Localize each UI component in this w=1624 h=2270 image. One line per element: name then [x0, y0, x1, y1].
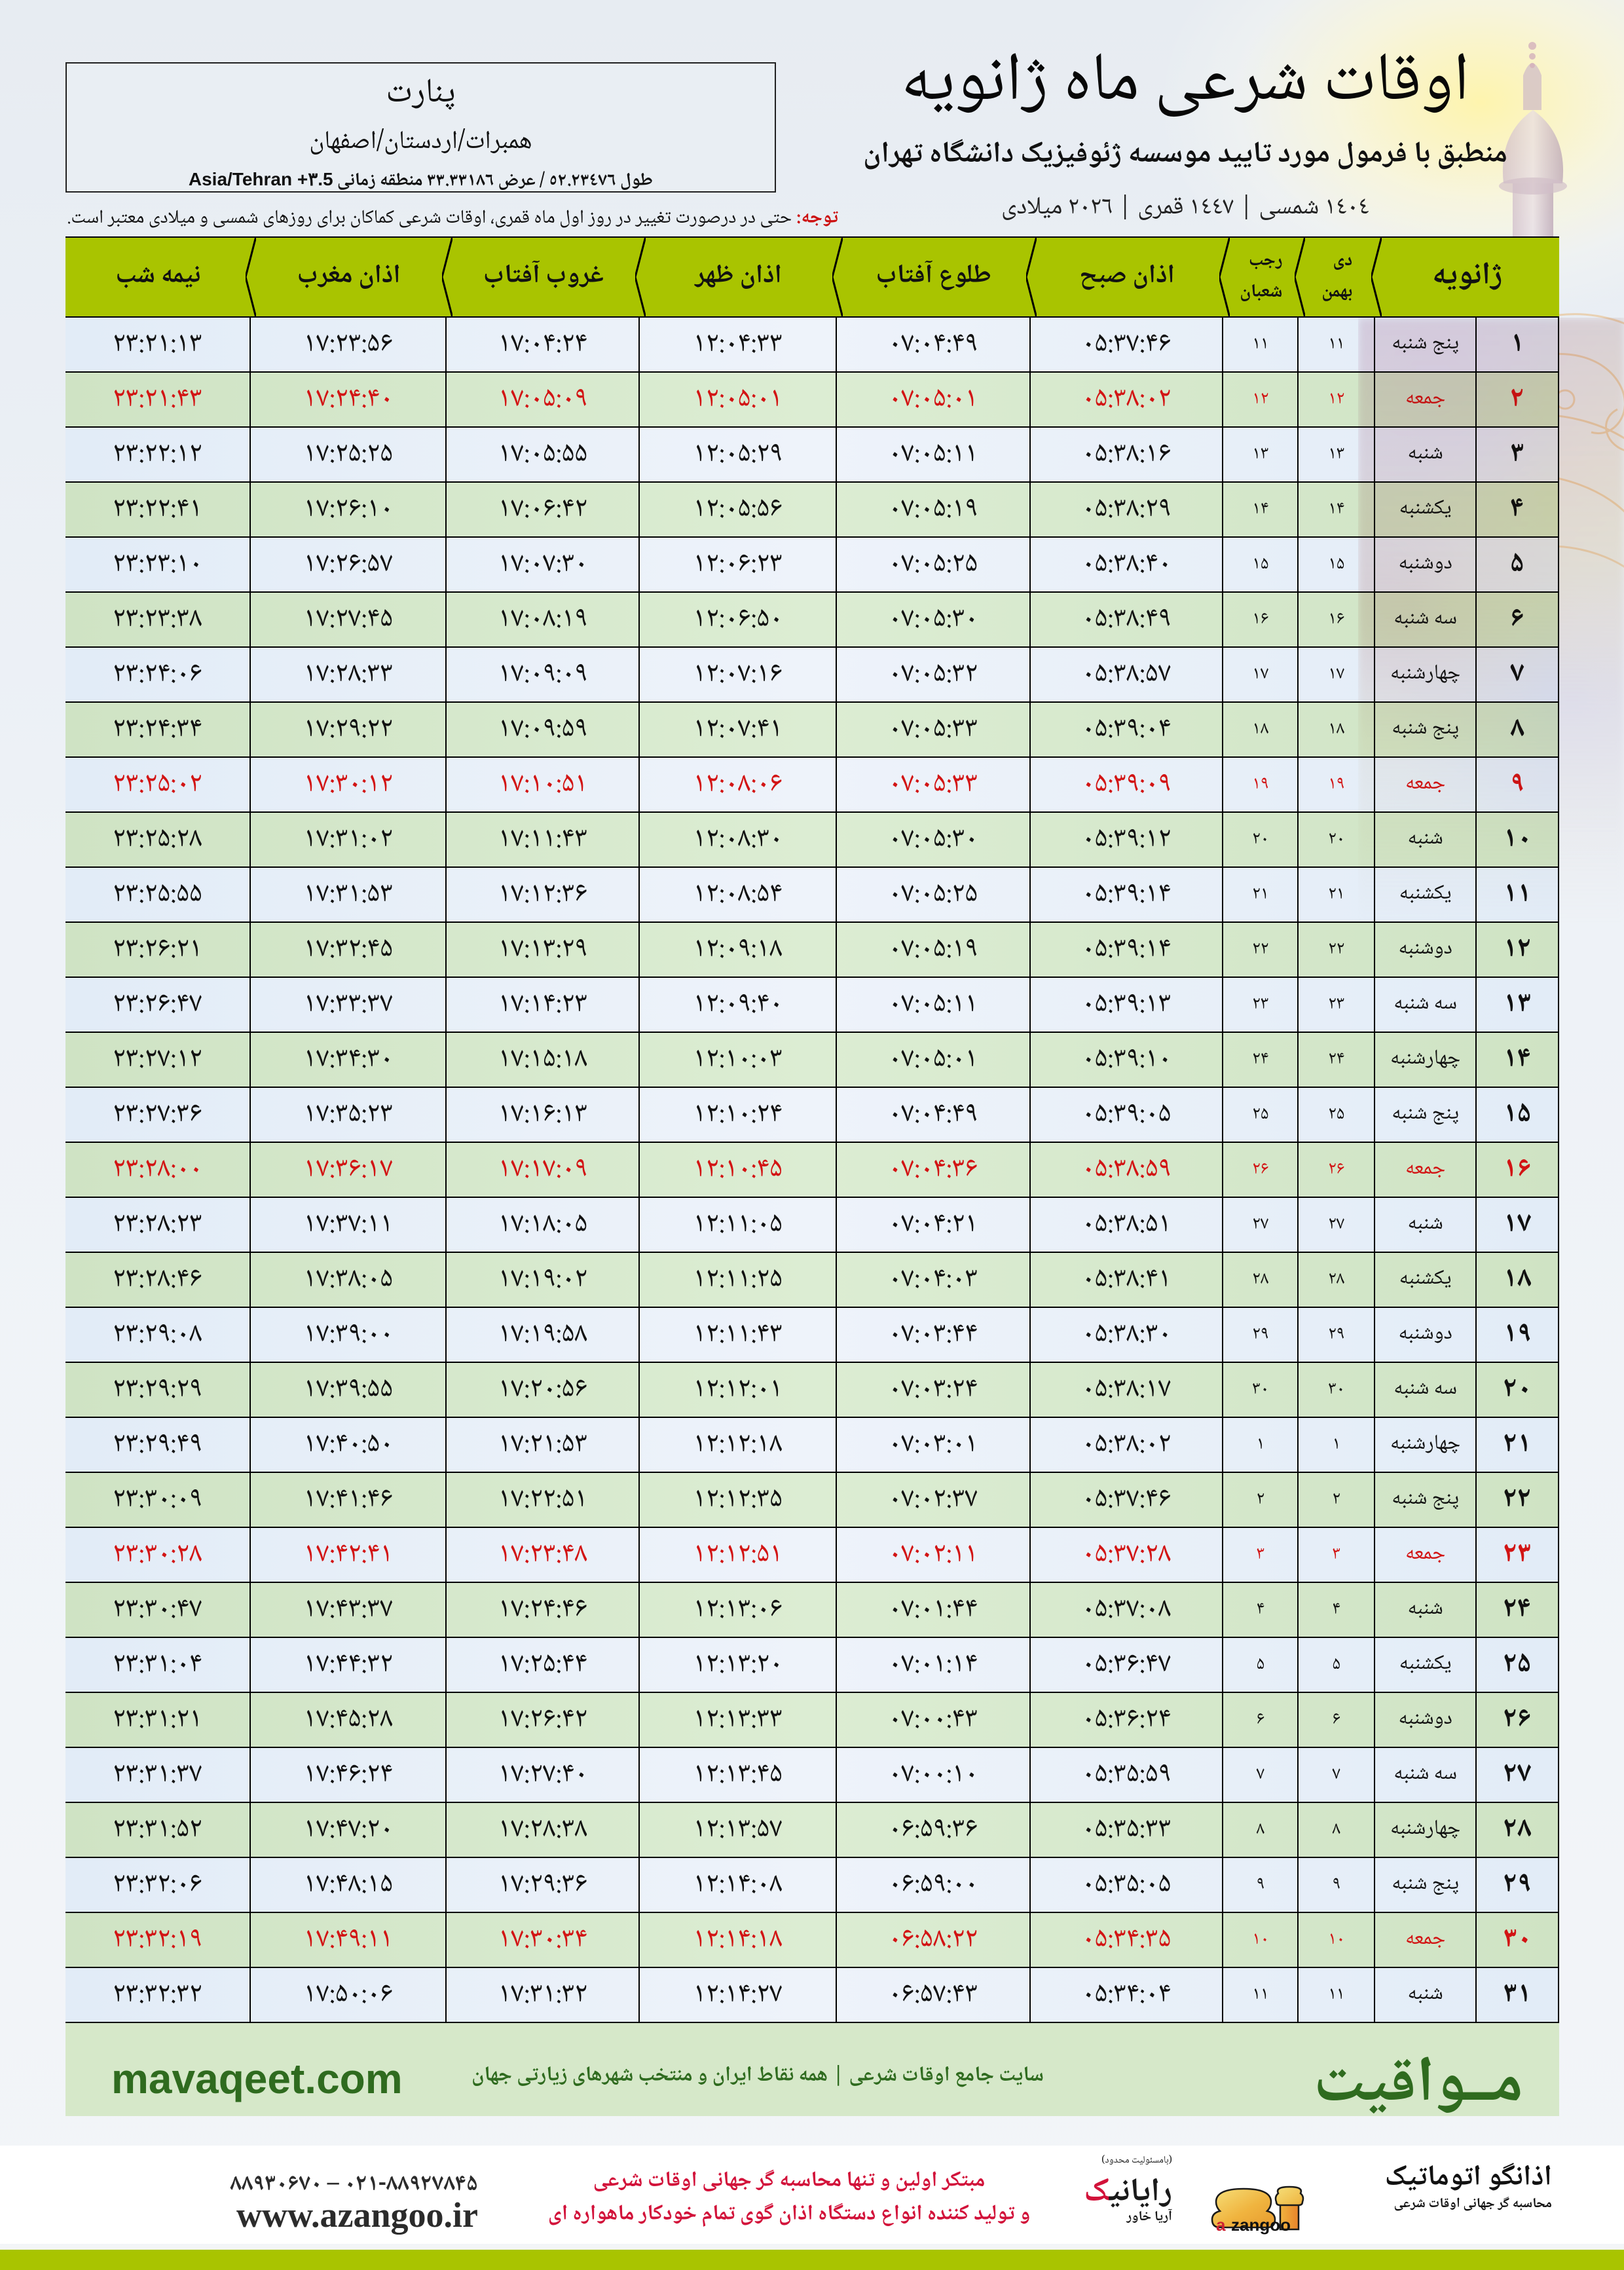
- svg-text:zangoo: zangoo: [1231, 2215, 1291, 2235]
- svg-text:a: a: [1216, 2215, 1226, 2235]
- svg-text:محاسبه گر جهانی اوقات شرعی: محاسبه گر جهانی اوقات شرعی: [1393, 2193, 1552, 2216]
